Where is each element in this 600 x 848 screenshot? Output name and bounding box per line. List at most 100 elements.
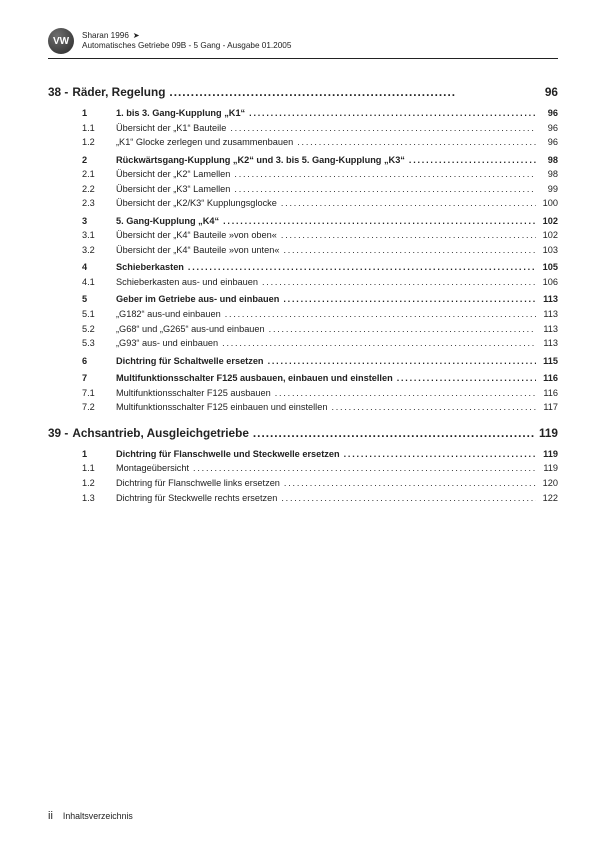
entry-page: 106 <box>536 276 558 288</box>
entry-label: Dichtring für Steckwelle rechts ersetzen <box>116 492 277 504</box>
leader-dots <box>165 85 536 101</box>
toc-entry: 2.3Übersicht der „K2/K3“ Kupplungsglocke… <box>48 197 558 209</box>
leader-dots <box>218 337 536 349</box>
entry-label: Übersicht der „K4“ Bauteile »von oben« <box>116 229 277 241</box>
entry-page: 122 <box>536 492 558 504</box>
leader-dots <box>279 293 536 305</box>
toc-entry: 1.2„K1“ Glocke zerlegen und zusammenbaue… <box>48 136 558 148</box>
entry-label: Multifunktionsschalter F125 ausbauen <box>116 387 271 399</box>
leader-dots <box>230 168 536 180</box>
toc-entry: 3.2Übersicht der „K4“ Bauteile »von unte… <box>48 244 558 256</box>
entry-label: Übersicht der „K2/K3“ Kupplungsglocke <box>116 197 277 209</box>
entry-number: 2 <box>82 154 116 166</box>
toc-entry: 1.1Übersicht der „K1“ Bauteile 96 <box>48 122 558 134</box>
leader-dots <box>226 122 536 134</box>
entry-number: 5.3 <box>82 337 116 349</box>
entry-label: „G68“ und „G265“ aus-und einbauen <box>116 323 265 335</box>
document-header: VW Sharan 1996 ➤ Automatisches Getriebe … <box>48 28 558 54</box>
leader-dots <box>277 197 536 209</box>
entry-page: 113 <box>536 337 558 349</box>
entry-page: 116 <box>536 372 558 384</box>
leader-dots <box>271 387 536 399</box>
leader-dots <box>245 107 536 119</box>
entry-page: 119 <box>536 448 558 460</box>
leader-dots <box>258 276 536 288</box>
entry-label: Übersicht der „K4“ Bauteile »von unten« <box>116 244 279 256</box>
leader-dots <box>327 401 536 413</box>
toc-entry: 2Rückwärtsgang-Kupplung „K2“ und 3. bis … <box>48 154 558 166</box>
entry-page: 98 <box>536 154 558 166</box>
entry-page: 113 <box>536 308 558 320</box>
toc-entry: 4.1Schieberkasten aus- und einbauen 106 <box>48 276 558 288</box>
entry-number: 4 <box>82 261 116 273</box>
entry-number: 1.1 <box>82 122 116 134</box>
leader-dots <box>264 355 536 367</box>
entry-label: „G182“ aus-und einbauen <box>116 308 221 320</box>
entry-label: Übersicht der „K3“ Lamellen <box>116 183 230 195</box>
toc-entry: 2.2Übersicht der „K3“ Lamellen 99 <box>48 183 558 195</box>
table-of-contents: 38 -Räder, Regelung9611. bis 3. Gang-Kup… <box>48 85 558 504</box>
entry-page: 102 <box>536 215 558 227</box>
leader-dots <box>279 244 536 256</box>
entry-label: 5. Gang-Kupplung „K4“ <box>116 215 219 227</box>
toc-entry: 7.1Multifunktionsschalter F125 ausbauen1… <box>48 387 558 399</box>
entry-page: 119 <box>536 462 558 474</box>
entry-number: 4.1 <box>82 276 116 288</box>
leader-dots <box>219 215 536 227</box>
leader-dots <box>280 477 536 489</box>
leader-dots <box>249 426 536 442</box>
entry-label: Dichtring für Flanschwelle links ersetze… <box>116 477 280 489</box>
toc-entry: 1.3Dichtring für Steckwelle rechts erset… <box>48 492 558 504</box>
section-page: 119 <box>536 426 558 442</box>
leader-dots <box>230 183 536 195</box>
footer-label: Inhaltsverzeichnis <box>63 811 133 821</box>
header-rule <box>48 58 558 59</box>
logo-text: VW <box>53 36 69 47</box>
toc-entry: 7Multifunktionsschalter F125 ausbauen, e… <box>48 372 558 384</box>
entry-label: Multifunktionsschalter F125 einbauen und… <box>116 401 327 413</box>
toc-entry: 7.2Multifunktionsschalter F125 einbauen … <box>48 401 558 413</box>
entry-number: 6 <box>82 355 116 367</box>
leader-dots <box>293 136 536 148</box>
entry-number: 1 <box>82 107 116 119</box>
entry-page: 117 <box>536 401 558 413</box>
footer-page-number: ii <box>48 810 53 822</box>
section-heading: 38 -Räder, Regelung96 <box>48 85 558 101</box>
leader-dots <box>393 372 536 384</box>
entry-number: 1 <box>82 448 116 460</box>
toc-entry: 5.1„G182“ aus-und einbauen113 <box>48 308 558 320</box>
entry-label: „K1“ Glocke zerlegen und zusammenbauen <box>116 136 293 148</box>
toc-entry: 5.3„G93“ aus- und einbauen113 <box>48 337 558 349</box>
entry-number: 2.2 <box>82 183 116 195</box>
leader-dots <box>189 462 536 474</box>
entry-number: 1.2 <box>82 477 116 489</box>
entry-page: 100 <box>536 197 558 209</box>
entry-number: 2.1 <box>82 168 116 180</box>
entry-label: Schieberkasten <box>116 261 184 273</box>
entry-number: 3.2 <box>82 244 116 256</box>
page-footer: ii Inhaltsverzeichnis <box>48 810 133 822</box>
toc-entry: 5.2„G68“ und „G265“ aus-und einbauen113 <box>48 323 558 335</box>
toc-entry: 2.1Übersicht der „K2“ Lamellen98 <box>48 168 558 180</box>
entry-label: Dichtring für Schaltwelle ersetzen <box>116 355 264 367</box>
entry-label: Dichtring für Flanschwelle und Steckwell… <box>116 448 340 460</box>
entry-page: 99 <box>536 183 558 195</box>
toc-entry: 6Dichtring für Schaltwelle ersetzen115 <box>48 355 558 367</box>
entry-number: 7 <box>82 372 116 384</box>
leader-dots <box>340 448 536 460</box>
header-subtitle: Automatisches Getriebe 09B - 5 Gang - Au… <box>82 41 291 51</box>
entry-number: 1.1 <box>82 462 116 474</box>
toc-entry: 5Geber im Getriebe aus- und einbauen113 <box>48 293 558 305</box>
toc-entry: 35. Gang-Kupplung „K4“102 <box>48 215 558 227</box>
section-title: Achsantrieb, Ausgleichgetriebe <box>72 426 249 442</box>
entry-number: 3.1 <box>82 229 116 241</box>
section-number: 38 - <box>48 85 68 101</box>
section-heading: 39 -Achsantrieb, Ausgleichgetriebe119 <box>48 426 558 442</box>
entry-label: Übersicht der „K1“ Bauteile <box>116 122 226 134</box>
entry-page: 96 <box>536 136 558 148</box>
entry-label: Schieberkasten aus- und einbauen <box>116 276 258 288</box>
section-title: Räder, Regelung <box>72 85 165 101</box>
entry-page: 96 <box>536 122 558 134</box>
toc-entry: 1.2Dichtring für Flanschwelle links erse… <box>48 477 558 489</box>
entry-page: 96 <box>536 107 558 119</box>
